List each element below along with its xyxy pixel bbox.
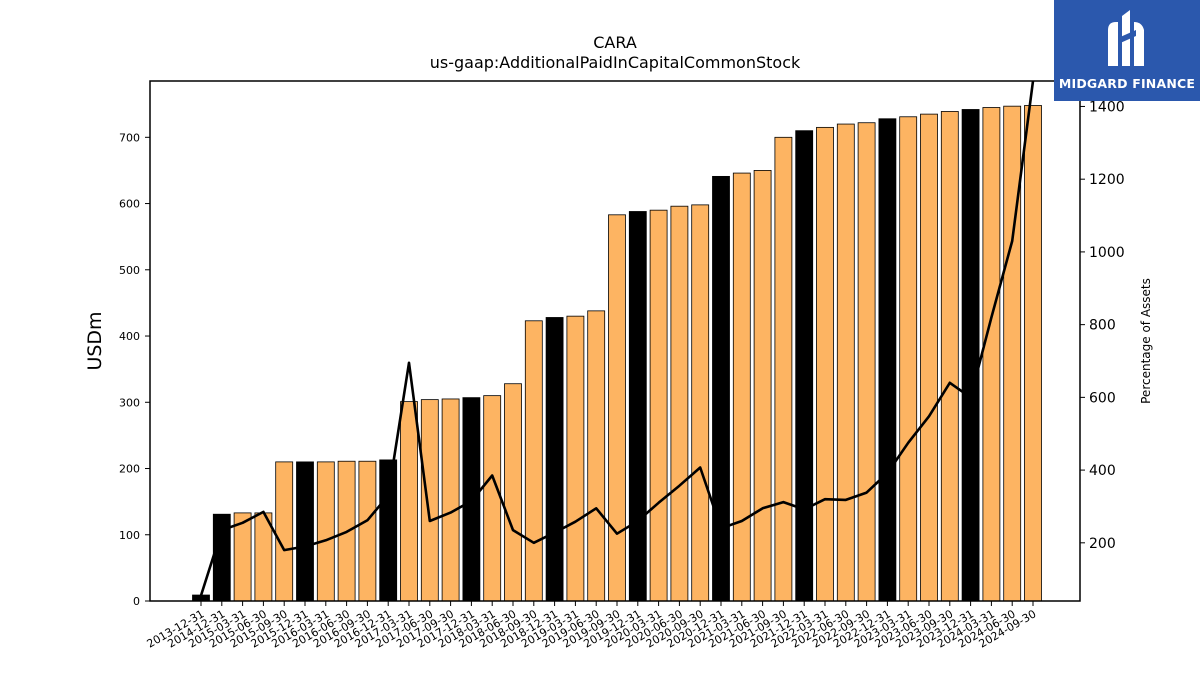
bar [441, 398, 460, 602]
y-axis-label: USDm [84, 311, 106, 370]
y-tick-label: 100 [119, 529, 140, 542]
bar [628, 211, 647, 602]
bar [608, 214, 626, 602]
bar [275, 461, 294, 602]
bar [1003, 105, 1022, 602]
chart-subtitle: us-gaap:AdditionalPaidInCapitalCommonSto… [430, 53, 801, 72]
y2-tick-label: 200 [1089, 536, 1116, 552]
y2-tick-label: 400 [1089, 463, 1116, 479]
bar [1024, 105, 1042, 602]
bar [420, 399, 439, 602]
y-tick-label: 0 [133, 595, 140, 608]
bar [379, 459, 398, 602]
y-tick-label: 700 [119, 131, 140, 144]
bar [316, 461, 335, 602]
bar [899, 116, 918, 602]
bar [400, 401, 418, 602]
y-tick-label: 200 [119, 463, 140, 476]
bar [670, 205, 689, 602]
bar [940, 111, 959, 602]
x-axis: 2013-12-312014-12-312015-03-312015-06-30… [145, 601, 1039, 651]
bar [296, 461, 314, 602]
bar [795, 130, 814, 602]
bar-series [192, 105, 1042, 602]
bar [816, 126, 834, 602]
plot-frame [149, 80, 1081, 602]
y-tick-label: 500 [119, 264, 140, 277]
chart-title: CARA [593, 33, 637, 52]
bar [836, 123, 855, 602]
y-tick-label: 300 [119, 396, 140, 409]
bar [857, 122, 876, 602]
brand-logo: MIDGARD FINANCE [1054, 0, 1200, 101]
right-axis: 200 400 600 800 1000 1200 1400 [1080, 99, 1125, 552]
y2-axis-label: Percentage of Assets [1139, 278, 1153, 404]
bar [545, 317, 564, 602]
y-tick-label: 600 [119, 198, 140, 211]
y2-tick-label: 1000 [1089, 245, 1125, 261]
bar [566, 315, 585, 602]
bar [982, 107, 1001, 602]
bar [524, 320, 543, 602]
bar [712, 175, 730, 602]
y2-tick-label: 1200 [1089, 172, 1125, 188]
bar [961, 109, 980, 602]
bar [483, 395, 502, 602]
percentage-line [199, 80, 1035, 596]
y2-tick-label: 600 [1089, 390, 1116, 406]
bar [504, 383, 522, 602]
bar [254, 512, 273, 602]
bar [753, 170, 772, 602]
bar [587, 310, 606, 602]
bar [691, 204, 710, 602]
y2-tick-label: 1400 [1089, 99, 1125, 115]
bar [774, 136, 793, 602]
bar [358, 460, 377, 602]
bar [649, 209, 668, 602]
bar [878, 118, 897, 602]
bar [920, 113, 938, 602]
y-tick-label: 400 [119, 330, 140, 343]
bar [732, 172, 751, 602]
midgard-logo-icon [1108, 10, 1144, 66]
left-axis: 0 100 200 300 400 500 600 700 [119, 131, 150, 608]
y2-tick-label: 800 [1089, 318, 1116, 334]
bar [192, 594, 210, 602]
logo-text: MIDGARD FINANCE [1058, 76, 1196, 91]
